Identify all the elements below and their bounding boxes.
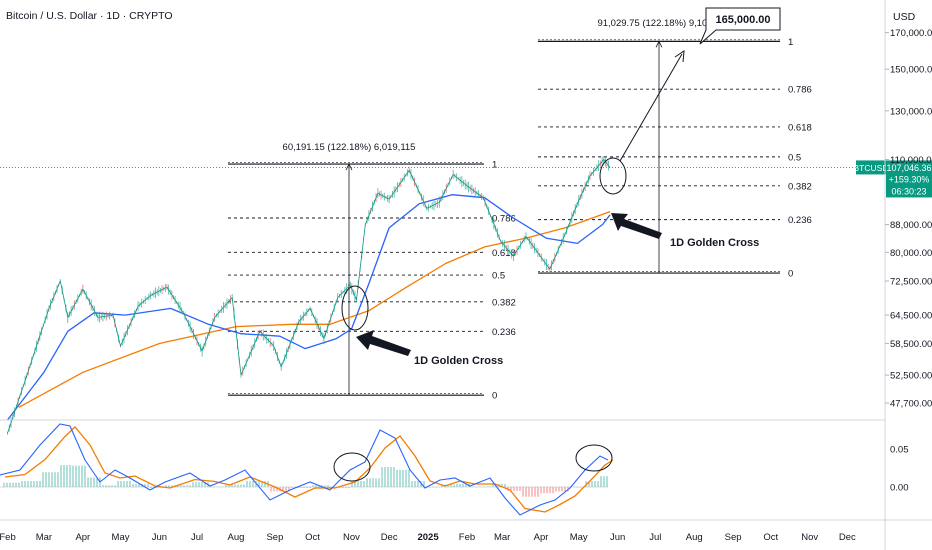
price-axis-label: 88,000.00 (890, 220, 932, 231)
fib2-measure-arrow (655, 40, 663, 48)
fib1-level-label: 0.5 (492, 271, 505, 282)
price-axis-label: 110,000.00 (890, 155, 932, 166)
golden-cross-label: 1D Golden Cross (670, 237, 759, 249)
currency-label: USD (893, 11, 916, 23)
golden-cross-label: 1D Golden Cross (414, 355, 503, 367)
ticker-symbol-badge (856, 160, 886, 175)
time-axis-label: Aug (686, 532, 703, 543)
oscillator-pane (0, 423, 614, 516)
golden-cross-circle[interactable] (599, 157, 627, 195)
fib2-level-label: 0.5 (788, 152, 801, 163)
time-axis-label: Feb (459, 532, 475, 543)
price-axis-label: 80,000.00 (890, 248, 932, 259)
price-axis-label: 130,000.00 (890, 106, 932, 117)
time-axis-label: May (112, 532, 130, 543)
time-axis-label: Apr (534, 532, 549, 543)
target-callout-label: 165,000.00 (715, 14, 770, 26)
fib2-level-label: 0.786 (788, 85, 812, 96)
fib1-level-label: 0 (492, 391, 497, 402)
fib2-level-label: 0.618 (788, 122, 812, 133)
fib-retracement-second[interactable]: 1 0.786 0.618 0.5 0.382 0.236 0 91,029.75 (122.… (538, 18, 812, 280)
target-callout[interactable] (699, 7, 781, 45)
fib2-level-label: 0.382 (788, 181, 812, 192)
time-axis-label: Dec (839, 532, 856, 543)
time-axis-label: May (570, 532, 588, 543)
golden-cross-circle[interactable] (341, 285, 369, 331)
time-axis-label: Apr (75, 532, 90, 543)
fib1-level-label: 0.236 (492, 327, 516, 338)
fib2-measure-label: 91,029.75 (122.18%) 9,102,9 (597, 18, 720, 29)
fib1-level-label: 0.382 (492, 297, 516, 308)
fib2-level-label: 1 (788, 37, 793, 48)
time-axis-label: Jun (610, 532, 625, 543)
fib1-measure-label: 60,191.15 (122.18%) 6,019,115 (283, 142, 416, 153)
price-axis-label: 64,500.00 (890, 311, 932, 322)
price-axis-label: 72,500.00 (890, 277, 932, 288)
fib-retracement-first[interactable]: 1 0.786 0.618 0.5 0.382 0.236 0 60,191.15 (122.… (228, 142, 516, 402)
fib1-level-label: 0.786 (492, 213, 516, 224)
golden-cross-arrow[interactable] (611, 213, 662, 239)
time-axis-label: Nov (343, 532, 360, 543)
fib2-level-label: 0 (788, 269, 793, 280)
oscillator-slow-line (4, 426, 614, 513)
price-axis-label: 52,500.00 (890, 371, 932, 382)
ticker-price-badge (886, 160, 932, 198)
oscillator-circle[interactable] (333, 452, 371, 482)
ticker-symbol: BTCUSD (854, 163, 889, 173)
time-axis-label: Dec (381, 532, 398, 543)
fib1-level-label: 1 (492, 160, 497, 171)
oscillator-axis-label: 0.00 (890, 483, 909, 494)
time-axis-label: Oct (763, 532, 778, 543)
oscillator-circle[interactable] (575, 444, 613, 472)
price-axis-label: 150,000.00 (890, 65, 932, 76)
time-axis-label: Jul (191, 532, 203, 543)
price-line (7, 159, 611, 434)
ticker-change: +159.30% (889, 174, 930, 184)
fib1-level-label: 0.618 (492, 248, 516, 259)
time-axis-label: Jun (152, 532, 167, 543)
time-axis-label: 2025 (417, 532, 439, 543)
price-series (7, 156, 611, 435)
time-axis-label: Mar (494, 532, 510, 543)
time-axis-label: Sep (266, 532, 283, 543)
ticker-countdown: 06:30:23 (891, 186, 926, 196)
time-axis-label: Mar (36, 532, 52, 543)
golden-cross-arrow[interactable] (356, 330, 411, 356)
ticker-price: 107,046.36 (886, 163, 931, 173)
time-axis-label: Oct (305, 532, 320, 543)
time-axis-label: Aug (228, 532, 245, 543)
time-axis-label: Nov (801, 532, 818, 543)
time-axis-label: Jul (649, 532, 661, 543)
price-axis-label: 58,500.00 (890, 339, 932, 350)
price-axis-label: 47,700.00 (890, 399, 932, 410)
price-axis-label: 170,000.00 (890, 28, 932, 39)
fib1-measure-arrow (345, 163, 353, 171)
oscillator-axis-label: 0.05 (890, 445, 909, 456)
chart-title[interactable]: Bitcoin / U.S. Dollar · 1D · CRYPTO (6, 10, 173, 22)
fib2-level-label: 0.236 (788, 215, 812, 226)
oscillator-fast-line (0, 423, 609, 516)
target-projection-line[interactable] (619, 53, 683, 162)
time-axis-label: Feb (0, 532, 16, 543)
target-projection-arrowhead (674, 50, 685, 63)
time-axis-label: Sep (725, 532, 742, 543)
